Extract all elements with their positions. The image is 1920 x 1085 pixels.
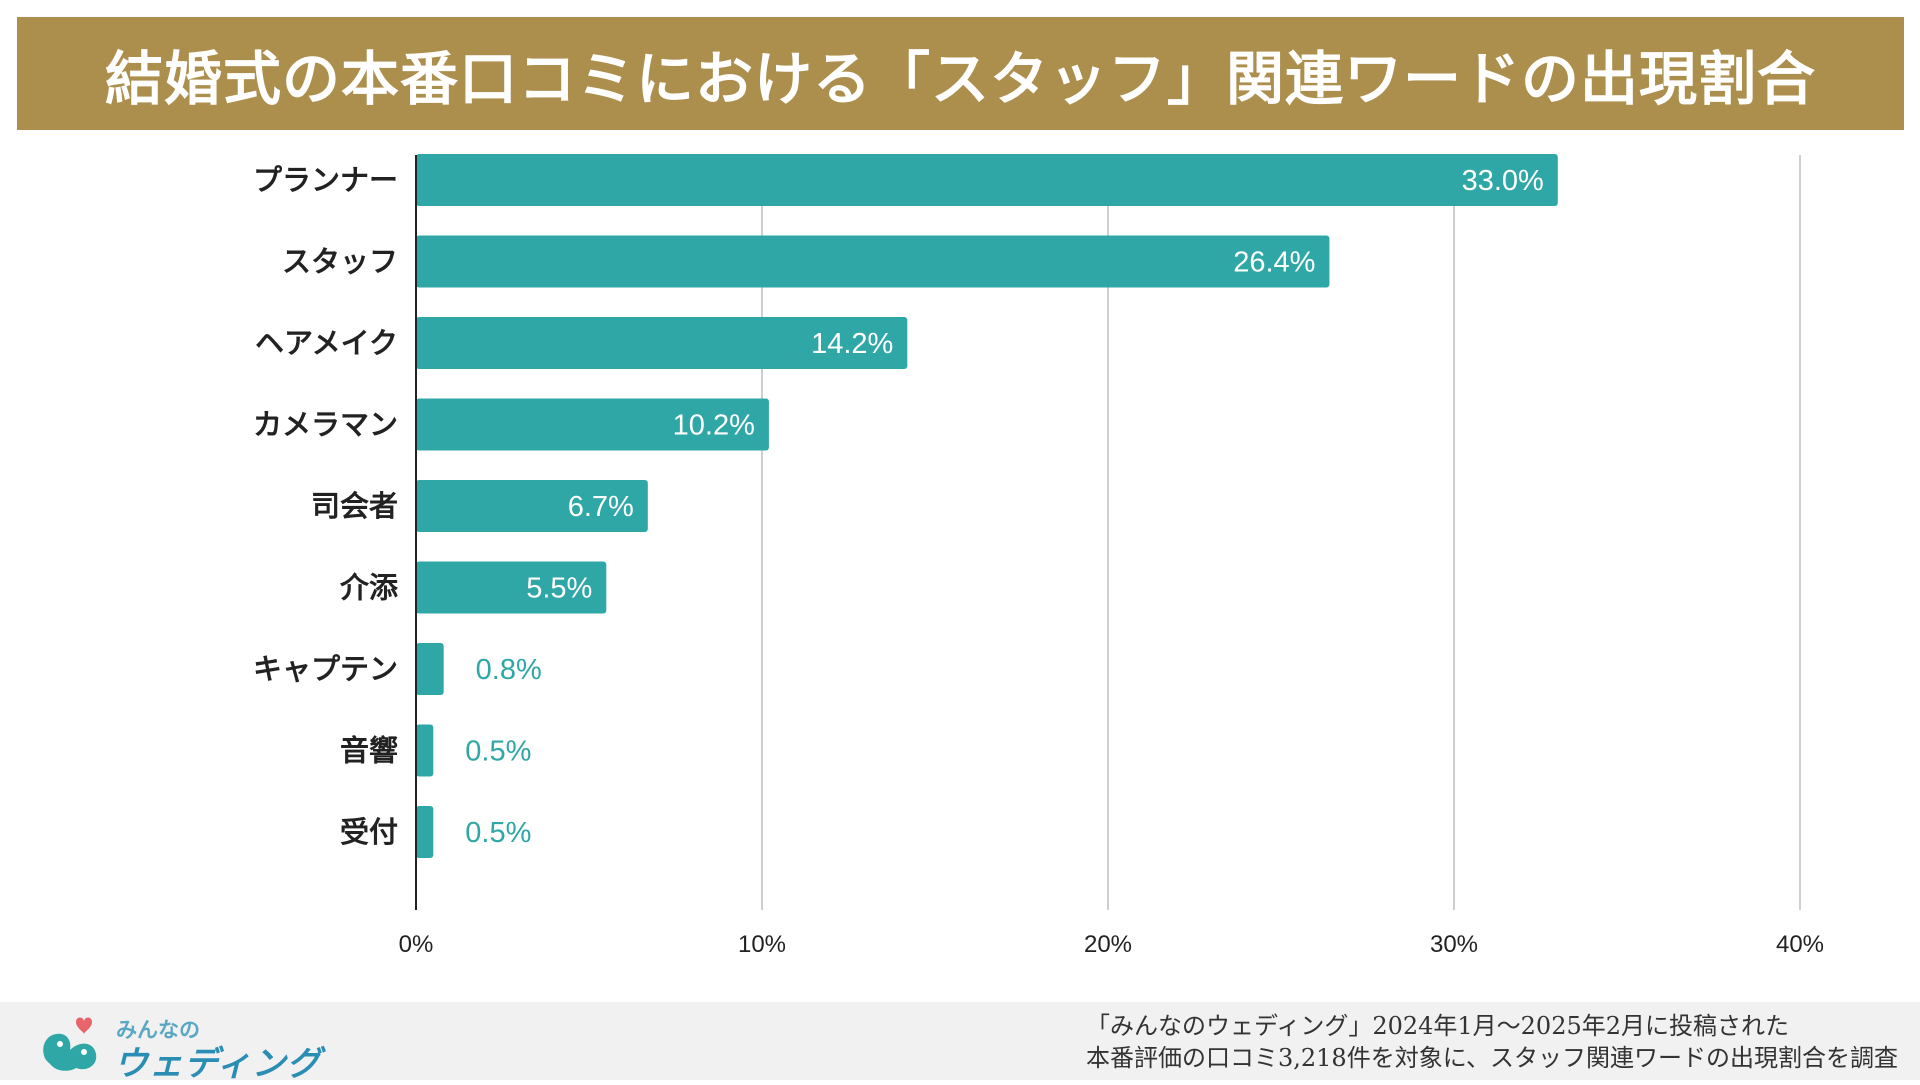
bar-1 bbox=[416, 154, 1558, 206]
data-label: 33.0% bbox=[1462, 165, 1544, 197]
bar-8 bbox=[416, 724, 434, 777]
data-label: 14.2% bbox=[811, 328, 893, 360]
data-label: 0.5% bbox=[465, 736, 531, 768]
category-label: 司会者 bbox=[311, 489, 398, 523]
category-label: キャプテン bbox=[253, 652, 398, 686]
data-label: 10.2% bbox=[673, 410, 755, 442]
x-tick-label: 20% bbox=[1084, 931, 1132, 958]
category-label: スタッフ bbox=[282, 245, 398, 279]
bird-heart-logo-icon bbox=[43, 1017, 97, 1071]
x-tick-label: 30% bbox=[1430, 931, 1478, 958]
data-label: 0.5% bbox=[465, 817, 531, 849]
chart-title: 結婚式の本番口コミにおける「スタッフ」関連ワードの出現割合 bbox=[104, 44, 1816, 113]
brand-logo: みんなの ウェディング bbox=[36, 1010, 336, 1084]
footer: みんなの ウェディング 「みんなのウェディング」2024年1月〜2025年2月に… bbox=[0, 1002, 1920, 1084]
category-label: カメラマン bbox=[253, 408, 398, 442]
bar-6 bbox=[416, 561, 607, 614]
chart-area: 0% 10% 20% 30% 40% プランナー 33.0% スタッフ 26.4% ヘアメイク 14… bbox=[0, 140, 1920, 970]
data-label: 6.7% bbox=[568, 491, 634, 523]
x-tick-label: 40% bbox=[1776, 931, 1824, 958]
bar-3 bbox=[416, 317, 908, 369]
category-label: 受付 bbox=[340, 815, 398, 849]
category-label: ヘアメイク bbox=[255, 326, 398, 360]
bar-9 bbox=[416, 806, 434, 858]
x-tick-label: 10% bbox=[738, 931, 786, 958]
category-label: プランナー bbox=[253, 163, 398, 197]
source-line-2: 本番評価の口コミ3,218件を対象に、スタッフ関連ワードの出現割合を調査 bbox=[1086, 1044, 1898, 1072]
logo-small-text: みんなの bbox=[116, 1018, 200, 1042]
title-banner: 結婚式の本番口コミにおける「スタッフ」関連ワードの出現割合 bbox=[17, 17, 1904, 130]
category-label: 音響 bbox=[340, 734, 398, 768]
source-note: 「みんなのウェディング」2024年1月〜2025年2月に投稿された 本番評価の口… bbox=[1086, 1010, 1898, 1074]
source-line-1: 「みんなのウェディング」2024年1月〜2025年2月に投稿された bbox=[1086, 1012, 1790, 1040]
bar-7 bbox=[416, 643, 444, 695]
logo-main-text: ウェディング bbox=[114, 1044, 322, 1084]
category-label: 介添 bbox=[339, 571, 399, 605]
bar-2 bbox=[416, 235, 1330, 288]
bar-chart: 0% 10% 20% 30% 40% プランナー 33.0% スタッフ 26.4% ヘアメイク 14… bbox=[253, 154, 1824, 958]
data-label: 5.5% bbox=[526, 573, 592, 605]
data-label: 26.4% bbox=[1233, 247, 1315, 279]
x-tick-label: 0% bbox=[399, 931, 434, 958]
bar-5 bbox=[416, 480, 648, 532]
bar-4 bbox=[416, 398, 769, 451]
data-label: 0.8% bbox=[476, 654, 542, 686]
